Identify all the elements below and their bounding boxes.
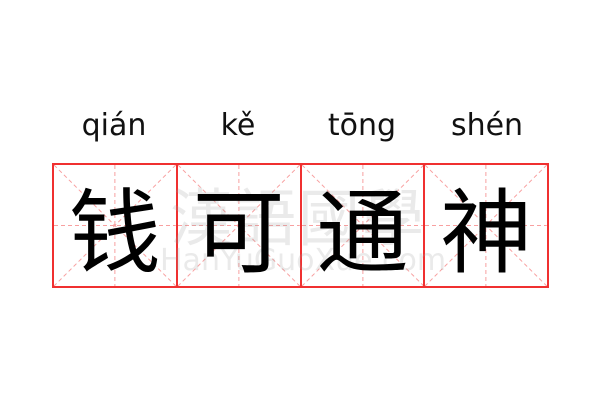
pinyin-3: tōng bbox=[327, 108, 397, 143]
grid-cell: 通 bbox=[302, 165, 426, 287]
pinyin-4: shén bbox=[450, 108, 524, 143]
grid-cell: 钱 bbox=[54, 165, 178, 287]
character-grid: 钱 可 通 神 bbox=[52, 163, 549, 288]
grid-guides bbox=[178, 165, 300, 286]
grid-cell: 神 bbox=[425, 165, 547, 287]
grid-guides bbox=[302, 165, 424, 286]
character-2: 可 bbox=[192, 180, 285, 287]
character-1: 钱 bbox=[68, 180, 161, 287]
character-3: 通 bbox=[316, 180, 409, 287]
pinyin-2: kě bbox=[220, 108, 256, 143]
grid-cell: 可 bbox=[178, 165, 302, 287]
grid-guides bbox=[425, 165, 547, 286]
character-4: 神 bbox=[440, 180, 533, 287]
pinyin-1: qián bbox=[81, 108, 147, 143]
grid-guides bbox=[54, 165, 176, 286]
